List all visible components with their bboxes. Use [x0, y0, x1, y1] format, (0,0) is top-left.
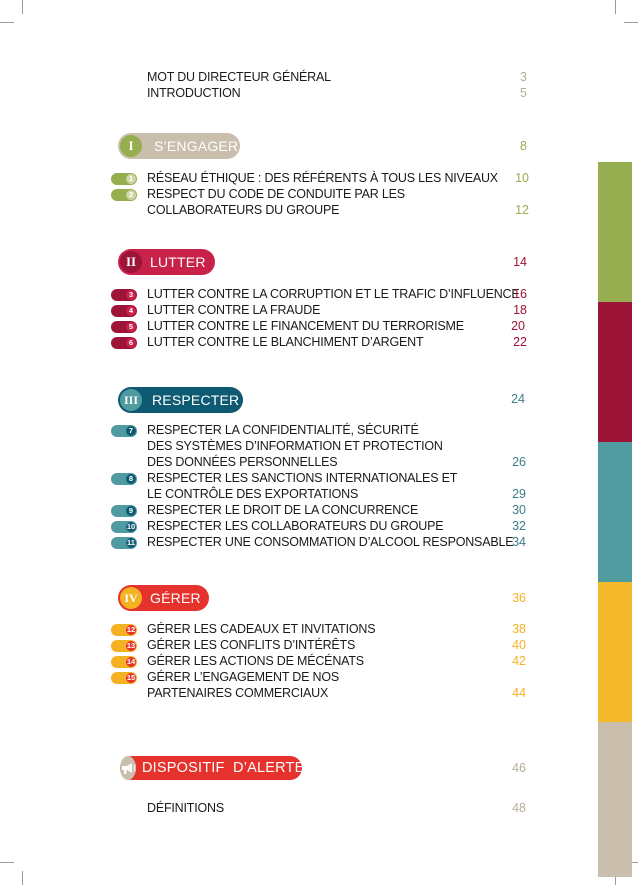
page-number: 14	[513, 255, 527, 269]
page-number: 38	[512, 622, 526, 636]
toc-entry[interactable]: RESPECTER LES COLLABORATEURS DU GROUPE	[147, 519, 444, 533]
section-title: RESPECTER	[152, 392, 240, 408]
section-header-lutter[interactable]: II LUTTER	[118, 249, 215, 275]
megaphone-icon	[120, 756, 136, 780]
roman-numeral: I	[120, 135, 142, 157]
page-number: 20	[511, 319, 525, 333]
section-header-gerer[interactable]: IV GÉRER	[118, 585, 209, 611]
tab-other[interactable]	[598, 722, 632, 877]
page-number: 22	[513, 335, 527, 349]
page-number: 44	[512, 686, 526, 700]
page-number: 30	[512, 503, 526, 517]
toc-entry[interactable]: LUTTER CONTRE LE BLANCHIMENT D’ARGENT	[147, 335, 424, 349]
item-badge: 7	[111, 425, 137, 437]
section-title: LUTTER	[150, 254, 206, 270]
item-badge: 1	[111, 173, 137, 185]
page-number: 10	[515, 171, 529, 185]
toc-entry[interactable]: RESPECTER LES SANCTIONS INTERNATIONALES …	[147, 471, 458, 485]
item-badge: 3	[111, 289, 137, 301]
toc-entry[interactable]: RÉSEAU ÉTHIQUE : DES RÉFÉRENTS À TOUS LE…	[147, 171, 498, 185]
item-badge: 2	[111, 189, 137, 201]
page-number: 40	[512, 638, 526, 652]
roman-numeral: III	[120, 389, 142, 411]
page-number: 5	[520, 86, 527, 100]
page-number: 48	[512, 801, 526, 815]
section-title: DISPOSITIF D’ALERTE	[142, 760, 305, 776]
section-header-s-engager[interactable]: I S’ENGAGER	[118, 133, 240, 159]
toc-entry-director[interactable]: MOT DU DIRECTEUR GÉNÉRAL	[147, 70, 331, 84]
crop-mark	[615, 871, 616, 885]
toc-entry[interactable]: GÉRER L’ENGAGEMENT DE NOS	[147, 670, 340, 684]
toc-entry[interactable]: RESPECTER LE DROIT DE LA CONCURRENCE	[147, 503, 419, 517]
crop-mark	[615, 0, 616, 14]
tab-respecter[interactable]	[598, 442, 632, 582]
toc-entry[interactable]: GÉRER LES CONFLITS D’INTÉRÊTS	[147, 638, 356, 652]
toc-entry-continuation[interactable]: DES DONNÉES PERSONNELLES	[147, 455, 338, 469]
item-badge: 14	[111, 656, 137, 668]
page-number: 36	[512, 591, 526, 605]
item-badge: 12	[111, 624, 137, 636]
page-number: 12	[515, 203, 529, 217]
crop-mark	[0, 22, 14, 23]
toc-entry[interactable]: RESPECTER LA CONFIDENTIALITÉ, SÉCURITÉ	[147, 423, 419, 437]
page-number: 32	[512, 519, 526, 533]
toc-entry[interactable]: GÉRER LES ACTIONS DE MÉCÉNATS	[147, 654, 364, 668]
page-number: 34	[512, 535, 526, 549]
toc-entry-introduction[interactable]: INTRODUCTION	[147, 86, 241, 100]
section-tabs	[598, 162, 632, 877]
item-badge: 13	[111, 640, 137, 652]
page-number: 8	[520, 139, 527, 153]
item-badge: 9	[111, 505, 137, 517]
toc-entry[interactable]: LUTTER CONTRE LA CORRUPTION ET LE TRAFIC…	[147, 287, 520, 301]
crop-mark	[22, 0, 23, 14]
item-badge: 6	[111, 337, 137, 349]
crop-mark	[22, 871, 23, 885]
tab-lutter[interactable]	[598, 302, 632, 442]
section-header-dispositif-alerte[interactable]: DISPOSITIF D’ALERTE	[120, 756, 305, 780]
item-badge: 10	[111, 521, 137, 533]
page-number: 26	[512, 455, 526, 469]
toc-entry[interactable]: GÉRER LES CADEAUX ET INVITATIONS	[147, 622, 376, 636]
toc-entry-continuation[interactable]: COLLABORATEURS DU GROUPE	[147, 203, 340, 217]
toc-entry-continuation[interactable]: PARTENAIRES COMMERCIAUX	[147, 686, 329, 700]
item-badge: 4	[111, 305, 137, 317]
toc-entry-continuation[interactable]: DES SYSTÈMES D’INFORMATION ET PROTECTION	[147, 439, 443, 453]
roman-numeral: IV	[120, 587, 142, 609]
toc-entry[interactable]: LUTTER CONTRE LA FRAUDE	[147, 303, 321, 317]
page-number: 16	[513, 287, 527, 301]
tab-s-engager[interactable]	[598, 162, 632, 302]
tab-gerer[interactable]	[598, 582, 632, 722]
toc-entry-continuation[interactable]: LE CONTRÔLE DES EXPORTATIONS	[147, 487, 359, 501]
item-badge: 8	[111, 473, 137, 485]
page-number: 3	[520, 70, 527, 84]
roman-numeral: II	[120, 251, 142, 273]
page-number: 24	[511, 392, 525, 406]
toc-entry-definitions[interactable]: DÉFINITIONS	[147, 801, 224, 815]
page-number: 18	[513, 303, 527, 317]
toc-entry[interactable]: RESPECT DU CODE DE CONDUITE PAR LES	[147, 187, 405, 201]
section-title: S’ENGAGER	[154, 138, 239, 154]
toc-entry[interactable]: LUTTER CONTRE LE FINANCEMENT DU TERRORIS…	[147, 319, 464, 333]
item-badge: 15	[111, 672, 137, 684]
page-number: 46	[512, 761, 526, 775]
crop-mark	[624, 22, 638, 23]
item-badge: 5	[111, 321, 137, 333]
page-number: 42	[512, 654, 526, 668]
toc-entry[interactable]: RESPECTER UNE CONSOMMATION D’ALCOOL RESP…	[147, 535, 514, 549]
section-header-respecter[interactable]: III RESPECTER	[118, 387, 243, 413]
page-number: 29	[512, 487, 526, 501]
section-title: GÉRER	[150, 590, 201, 606]
crop-mark	[0, 862, 14, 863]
item-badge: 11	[111, 537, 137, 549]
